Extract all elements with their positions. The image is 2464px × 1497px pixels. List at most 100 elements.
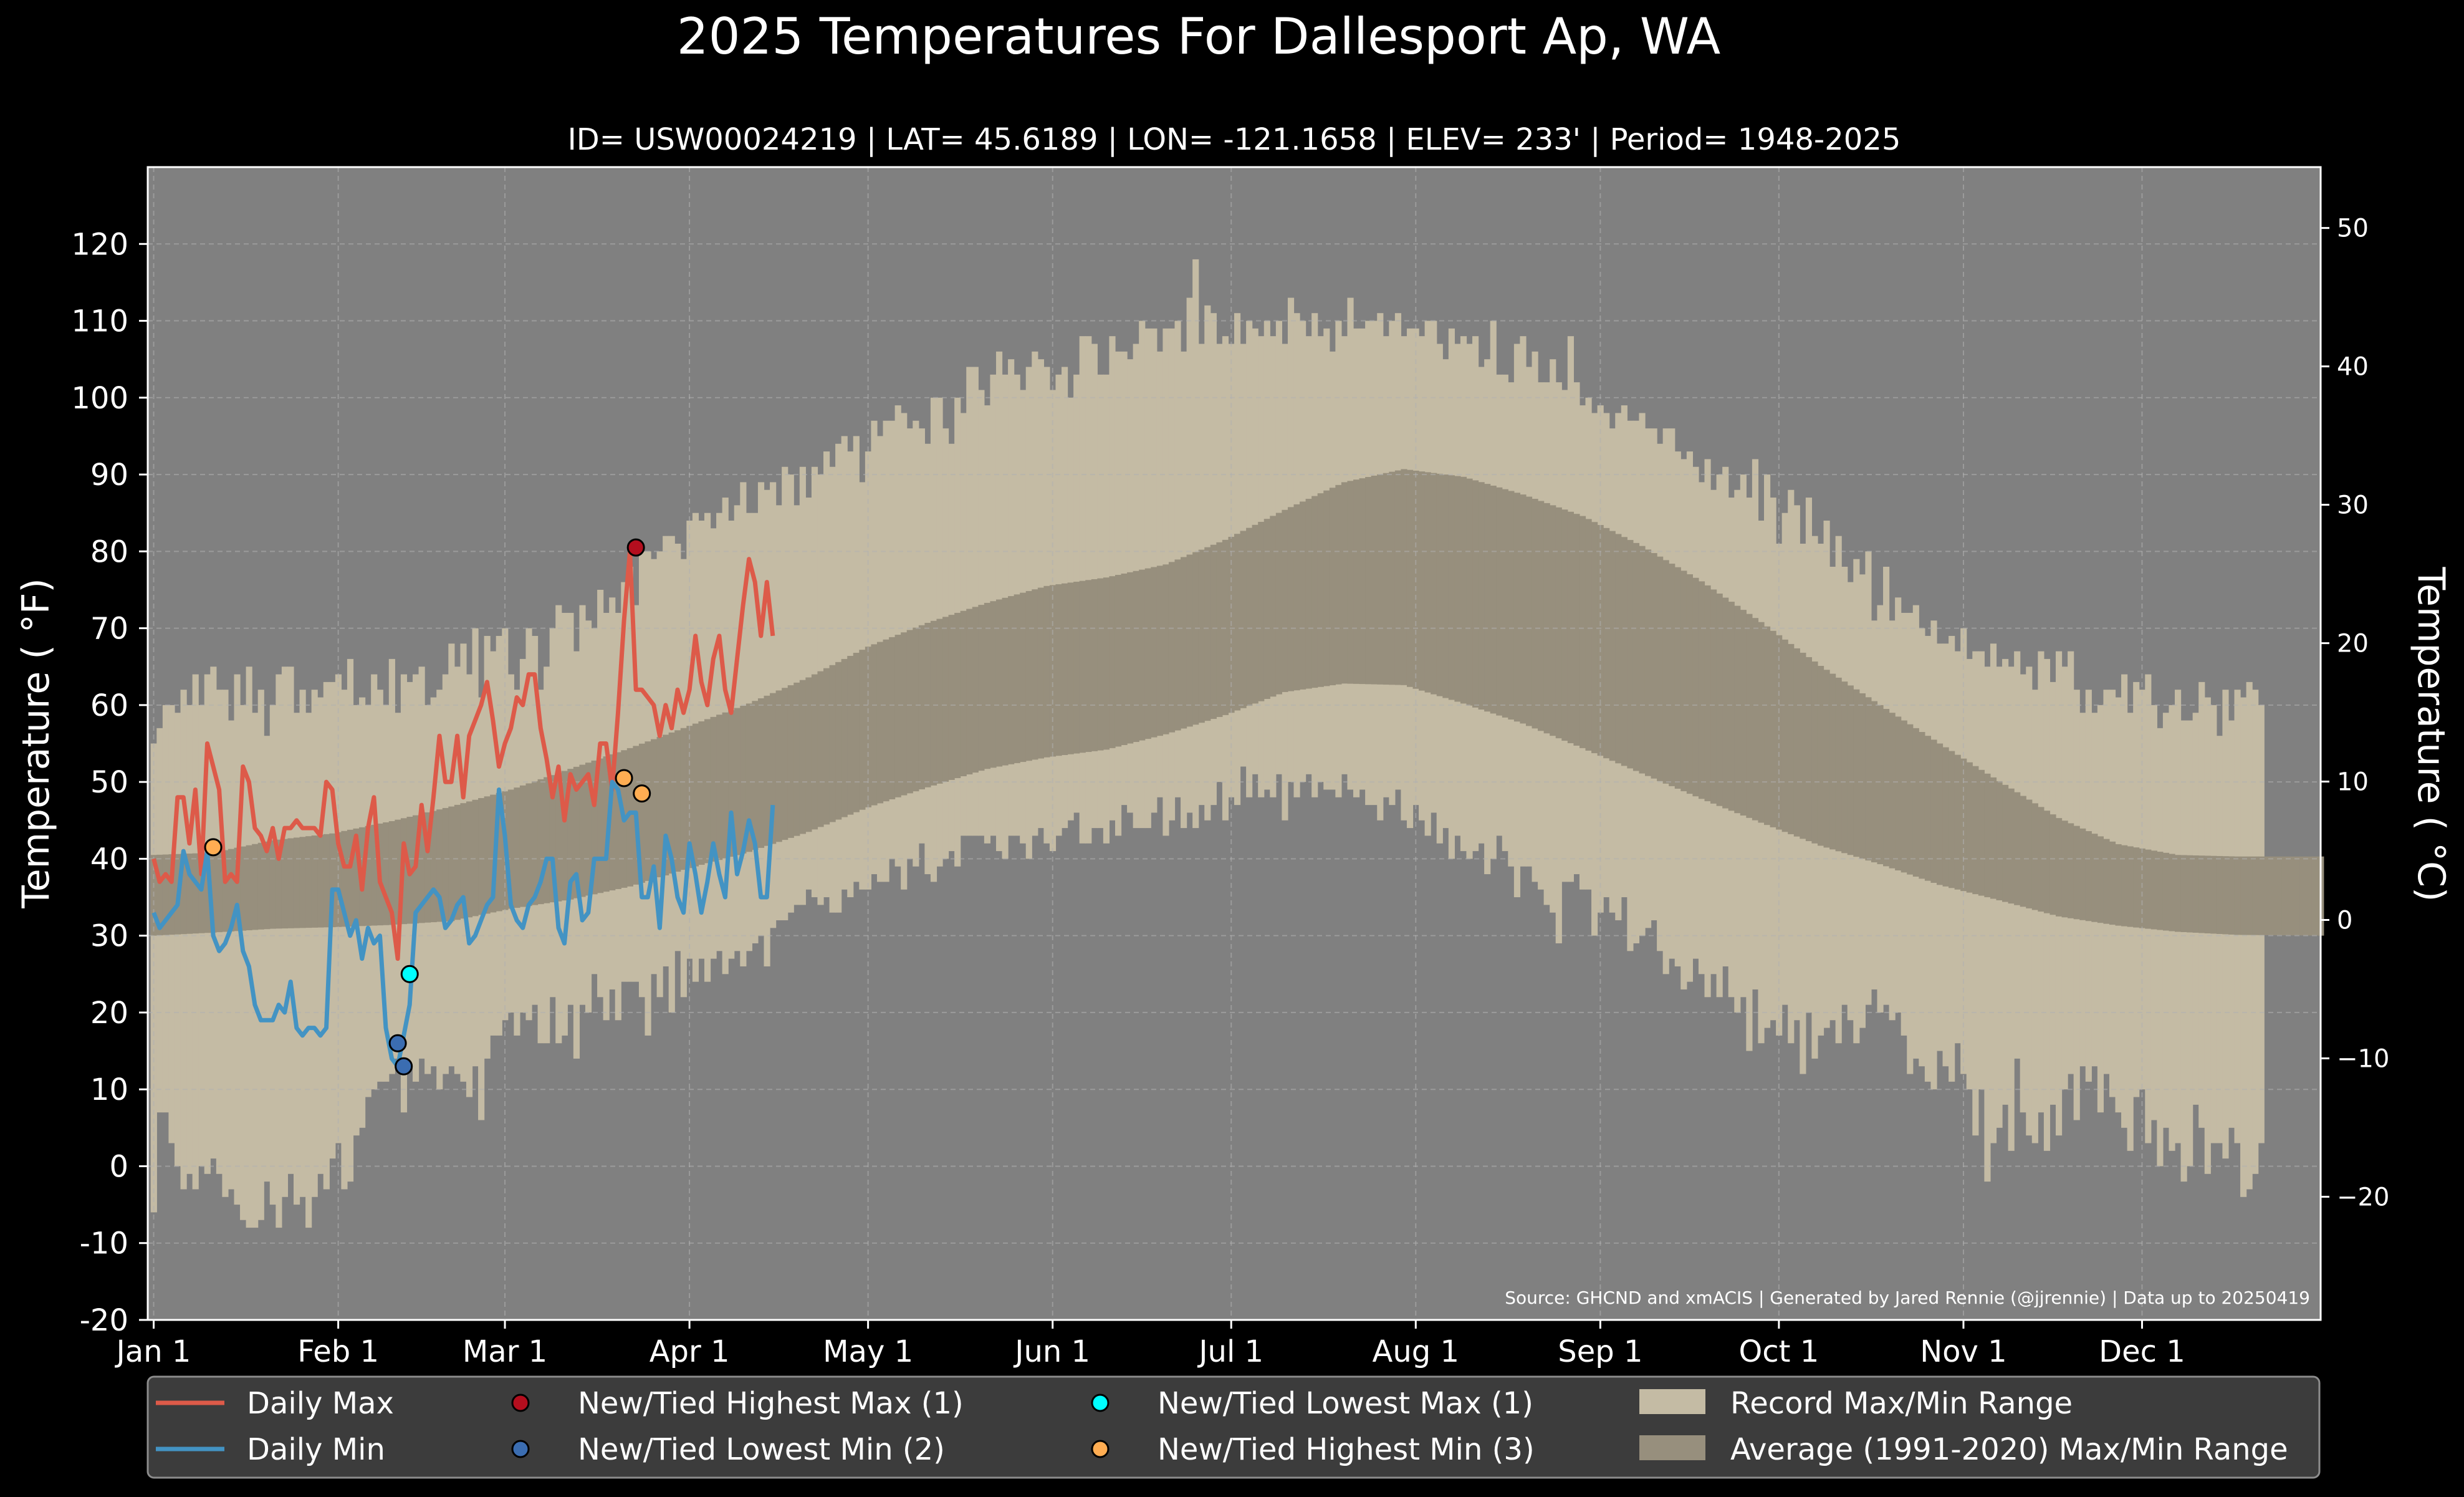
- record-range-bar: [966, 367, 973, 836]
- normal-range-bar: [1365, 477, 1372, 685]
- normal-range-bar: [1912, 728, 1919, 877]
- normal-range-bar: [430, 811, 437, 923]
- normal-range-bar: [186, 854, 193, 934]
- normal-range-bar: [383, 822, 390, 925]
- normal-range-bar: [2103, 839, 2110, 924]
- normal-range-bar: [1966, 762, 1973, 893]
- normal-range-bar: [418, 814, 425, 923]
- y2-tick-label: −10: [2337, 1044, 2389, 1073]
- normal-range-bar: [1698, 581, 1705, 799]
- y2-axis-label: Temperature ( °C): [2409, 567, 2453, 902]
- normal-range-bar: [478, 798, 485, 915]
- normal-range-bar: [1389, 471, 1396, 685]
- normal-range-bar: [1448, 475, 1455, 700]
- normal-range-bar: [1793, 648, 1800, 837]
- normal-range-bar: [1907, 724, 1914, 875]
- normal-range-bar: [1871, 701, 1878, 863]
- legend-label: New/Tied Highest Max (1): [578, 1386, 964, 1421]
- normal-range-bar: [525, 783, 532, 907]
- normal-range-bar: [1210, 544, 1217, 720]
- normal-range-bar: [1883, 709, 1890, 867]
- record-range-bar: [252, 713, 259, 1228]
- normal-range-bar: [1037, 587, 1044, 759]
- record-range-bar: [2157, 728, 2164, 1167]
- normal-range-bar: [585, 763, 592, 896]
- normal-range-bar: [1406, 469, 1414, 687]
- record-range-bar: [234, 674, 241, 1205]
- normal-range-bar: [995, 599, 1003, 767]
- normal-range-bar: [1043, 585, 1050, 758]
- normal-range-bar: [1662, 560, 1669, 784]
- normal-range-bar: [1776, 635, 1783, 830]
- normal-range-bar: [1621, 537, 1627, 766]
- normal-range-bar: [1252, 524, 1258, 704]
- normal-range-bar: [1543, 503, 1550, 734]
- normal-range-bar: [466, 801, 473, 918]
- normal-range-bar: [2294, 856, 2301, 936]
- record-range-bar: [1984, 667, 1991, 1182]
- y-tick-label: 30: [90, 919, 128, 954]
- normal-range-bar: [930, 620, 937, 786]
- normal-range-bar: [1032, 589, 1038, 760]
- normal-range-bar: [710, 716, 717, 862]
- normal-range-bar: [936, 619, 943, 784]
- normal-range-bar: [507, 789, 514, 909]
- normal-range-bar: [1758, 622, 1765, 823]
- normal-range-bar: [204, 852, 211, 933]
- normal-range-bar: [1657, 556, 1664, 781]
- normal-range-bar: [1115, 575, 1122, 747]
- x-tick-label: Jul 1: [1197, 1334, 1263, 1369]
- normal-range-bar: [1085, 580, 1092, 753]
- normal-range-bar: [2068, 823, 2074, 918]
- normal-range-bar: [1323, 490, 1330, 686]
- x-tick-label: Oct 1: [1738, 1334, 1819, 1369]
- normal-range-bar: [2228, 856, 2235, 935]
- normal-range-bar: [876, 642, 884, 804]
- normal-range-bar: [1109, 576, 1116, 748]
- normal-range-bar: [2049, 814, 2056, 915]
- y2-tick-label: 40: [2337, 353, 2369, 382]
- normal-range-bar: [532, 781, 539, 905]
- normal-range-bar: [1270, 516, 1277, 697]
- record-range-bar: [150, 743, 157, 1213]
- normal-range-bar: [1263, 519, 1270, 700]
- normal-range-bar: [805, 677, 812, 832]
- legend-label: New/Tied Lowest Max (1): [1158, 1386, 1533, 1421]
- normal-range-bar: [1204, 547, 1211, 721]
- normal-range-bar: [1186, 554, 1193, 727]
- normal-range-bar: [2299, 856, 2306, 936]
- normal-range-bar: [1752, 618, 1759, 821]
- normal-range-bar: [1240, 531, 1247, 708]
- normal-range-bar: [1049, 585, 1057, 757]
- legend-dot-swatch: [511, 1440, 530, 1458]
- record-point: [204, 838, 223, 857]
- normal-range-bar: [770, 693, 777, 844]
- normal-range-bar: [1496, 487, 1503, 716]
- normal-range-bar: [2180, 855, 2187, 932]
- normal-range-bar: [210, 852, 217, 933]
- normal-range-bar: [960, 610, 967, 777]
- normal-range-bar: [906, 630, 913, 794]
- normal-range-bar: [2091, 834, 2098, 922]
- normal-range-bar: [638, 743, 646, 883]
- record-range-bar: [264, 736, 271, 1182]
- legend-label: New/Tied Lowest Min (2): [578, 1432, 945, 1467]
- normal-range-bar: [1282, 509, 1288, 692]
- normal-range-bar: [651, 739, 658, 879]
- legend-box: [146, 1375, 2321, 1479]
- legend-label: Record Max/Min Range: [1730, 1386, 2073, 1421]
- normal-range-bar: [1734, 605, 1741, 814]
- normal-range-bar: [1901, 720, 1907, 873]
- normal-range-bar: [2311, 856, 2318, 936]
- y-tick-label: 70: [90, 612, 128, 647]
- normal-range-bar: [1121, 573, 1128, 745]
- normal-range-bar: [597, 758, 604, 893]
- normal-range-bar: [942, 617, 949, 782]
- normal-range-bar: [228, 849, 235, 931]
- normal-range-bar: [966, 609, 973, 775]
- normal-range-bar: [2097, 836, 2104, 923]
- y2-tick-label: 20: [2337, 630, 2369, 658]
- normal-range-bar: [2127, 846, 2134, 927]
- normal-range-bar: [1151, 567, 1158, 738]
